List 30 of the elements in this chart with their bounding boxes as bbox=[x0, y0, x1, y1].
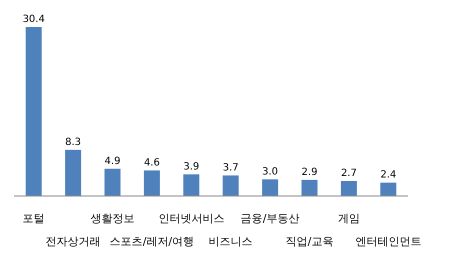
x-tick-label: 스포츠/레저/여행 bbox=[110, 235, 194, 248]
data-label: 3.7 bbox=[222, 162, 239, 174]
x-tick-label: 전자상거래 bbox=[46, 235, 101, 248]
data-label: 30.4 bbox=[22, 14, 45, 25]
data-label: 4.6 bbox=[144, 157, 160, 168]
data-label: 3.9 bbox=[183, 161, 200, 172]
bar bbox=[65, 150, 82, 196]
x-tick-label: 비즈니스 bbox=[208, 235, 253, 248]
bar bbox=[302, 180, 318, 196]
bar bbox=[340, 180, 357, 196]
data-label: 2.7 bbox=[340, 168, 357, 179]
data-label: 3.0 bbox=[262, 166, 278, 178]
bar bbox=[222, 175, 239, 196]
bar bbox=[104, 168, 120, 196]
x-tick-label: 엔터테인먼트 bbox=[355, 235, 422, 248]
bar bbox=[26, 27, 42, 196]
bar bbox=[144, 170, 160, 196]
x-tick-label: 직업/교육 bbox=[286, 235, 334, 248]
x-tick-label: 생활정보 bbox=[90, 212, 134, 225]
x-tick-label: 포털 bbox=[22, 212, 45, 225]
bar bbox=[262, 179, 278, 196]
x-tick-label: 금융/부동산 bbox=[240, 212, 300, 225]
x-tick-label: 게임 bbox=[338, 212, 360, 225]
bar bbox=[380, 182, 396, 196]
data-label: 2.9 bbox=[302, 166, 318, 178]
data-label: 8.3 bbox=[65, 136, 82, 148]
bar bbox=[183, 174, 200, 196]
data-label: 4.9 bbox=[104, 156, 120, 167]
data-label: 2.4 bbox=[380, 170, 396, 181]
x-tick-label: 인터넷서비스 bbox=[158, 212, 224, 225]
